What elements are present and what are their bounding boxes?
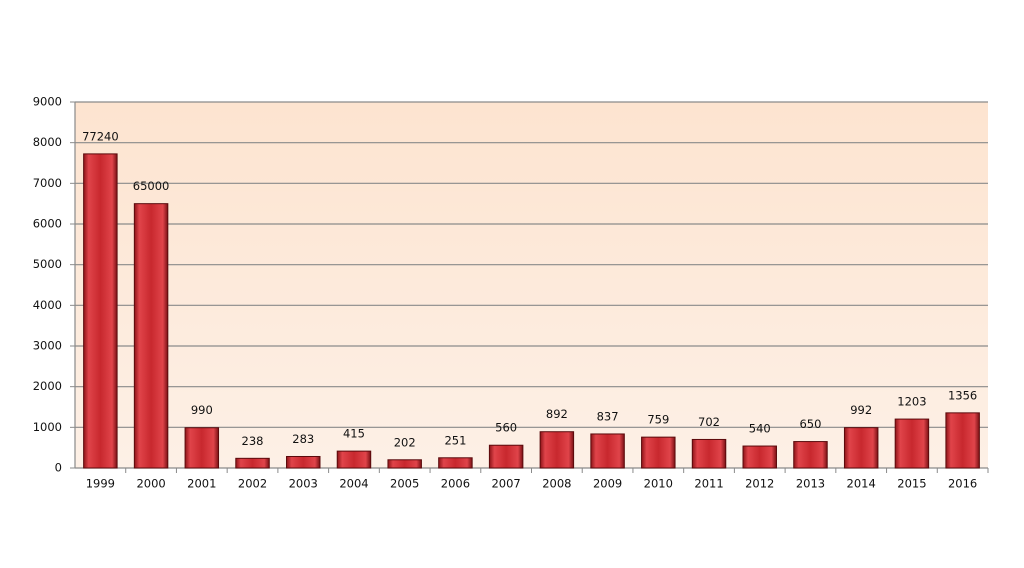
bar <box>488 444 524 469</box>
x-tick-label: 2000 <box>136 477 165 491</box>
data-label: 202 <box>394 435 416 449</box>
x-tick-label: 2015 <box>897 477 926 491</box>
data-label: 1356 <box>948 388 977 402</box>
data-label: 702 <box>698 415 720 429</box>
data-label: 759 <box>647 413 669 427</box>
x-tick-label: 2007 <box>491 477 520 491</box>
bar <box>286 455 321 469</box>
x-tick-label: 2001 <box>187 477 216 491</box>
bar <box>641 436 676 469</box>
data-label: 65000 <box>133 179 170 193</box>
data-label: 540 <box>749 422 771 436</box>
x-tick-label: 2012 <box>745 477 774 491</box>
bar <box>387 459 422 469</box>
x-tick-label: 2013 <box>796 477 825 491</box>
bar <box>793 441 828 469</box>
bar <box>742 445 777 469</box>
x-tick-label: 2009 <box>593 477 622 491</box>
x-tick-label: 2008 <box>542 477 571 491</box>
bar <box>691 438 727 469</box>
data-label: 990 <box>191 403 213 417</box>
x-tick-label: 2011 <box>694 477 723 491</box>
bar <box>539 431 575 469</box>
bar <box>83 153 118 469</box>
y-tick-label: 5000 <box>33 257 62 271</box>
y-tick-label: 9000 <box>33 95 62 109</box>
data-label: 77240 <box>82 129 119 143</box>
data-label: 837 <box>597 409 619 423</box>
data-label: 251 <box>444 433 466 447</box>
data-label: 1203 <box>897 395 926 409</box>
x-tick-label: 2006 <box>441 477 470 491</box>
y-tick-label: 7000 <box>33 176 62 190</box>
bar <box>235 457 270 469</box>
data-label: 283 <box>292 432 314 446</box>
y-tick-label: 8000 <box>33 135 62 149</box>
plot-area <box>75 102 988 468</box>
y-tick-label: 4000 <box>33 298 62 312</box>
bar <box>133 203 169 469</box>
data-label: 992 <box>850 403 872 417</box>
y-tick-label: 3000 <box>33 339 62 353</box>
bar <box>945 412 980 469</box>
bar <box>336 450 372 469</box>
x-tick-label: 2016 <box>948 477 977 491</box>
bar <box>438 457 473 469</box>
x-tick-label: 2010 <box>644 477 673 491</box>
x-tick-label: 2003 <box>289 477 318 491</box>
y-tick-label: 2000 <box>33 379 62 393</box>
bar <box>184 427 220 469</box>
x-tick-label: 1999 <box>86 477 115 491</box>
x-tick-label: 2002 <box>238 477 267 491</box>
bar <box>843 427 879 469</box>
y-tick-label: 6000 <box>33 217 62 231</box>
data-label: 415 <box>343 427 365 441</box>
data-label: 650 <box>799 417 821 431</box>
data-label: 892 <box>546 407 568 421</box>
data-label: 560 <box>495 421 517 435</box>
y-tick-label: 0 <box>55 461 62 475</box>
bar <box>590 433 625 469</box>
y-tick-label: 1000 <box>33 420 62 434</box>
x-tick-label: 2005 <box>390 477 419 491</box>
bar <box>894 418 930 469</box>
x-tick-label: 2014 <box>847 477 876 491</box>
data-label: 238 <box>242 434 264 448</box>
x-tick-label: 2004 <box>339 477 368 491</box>
